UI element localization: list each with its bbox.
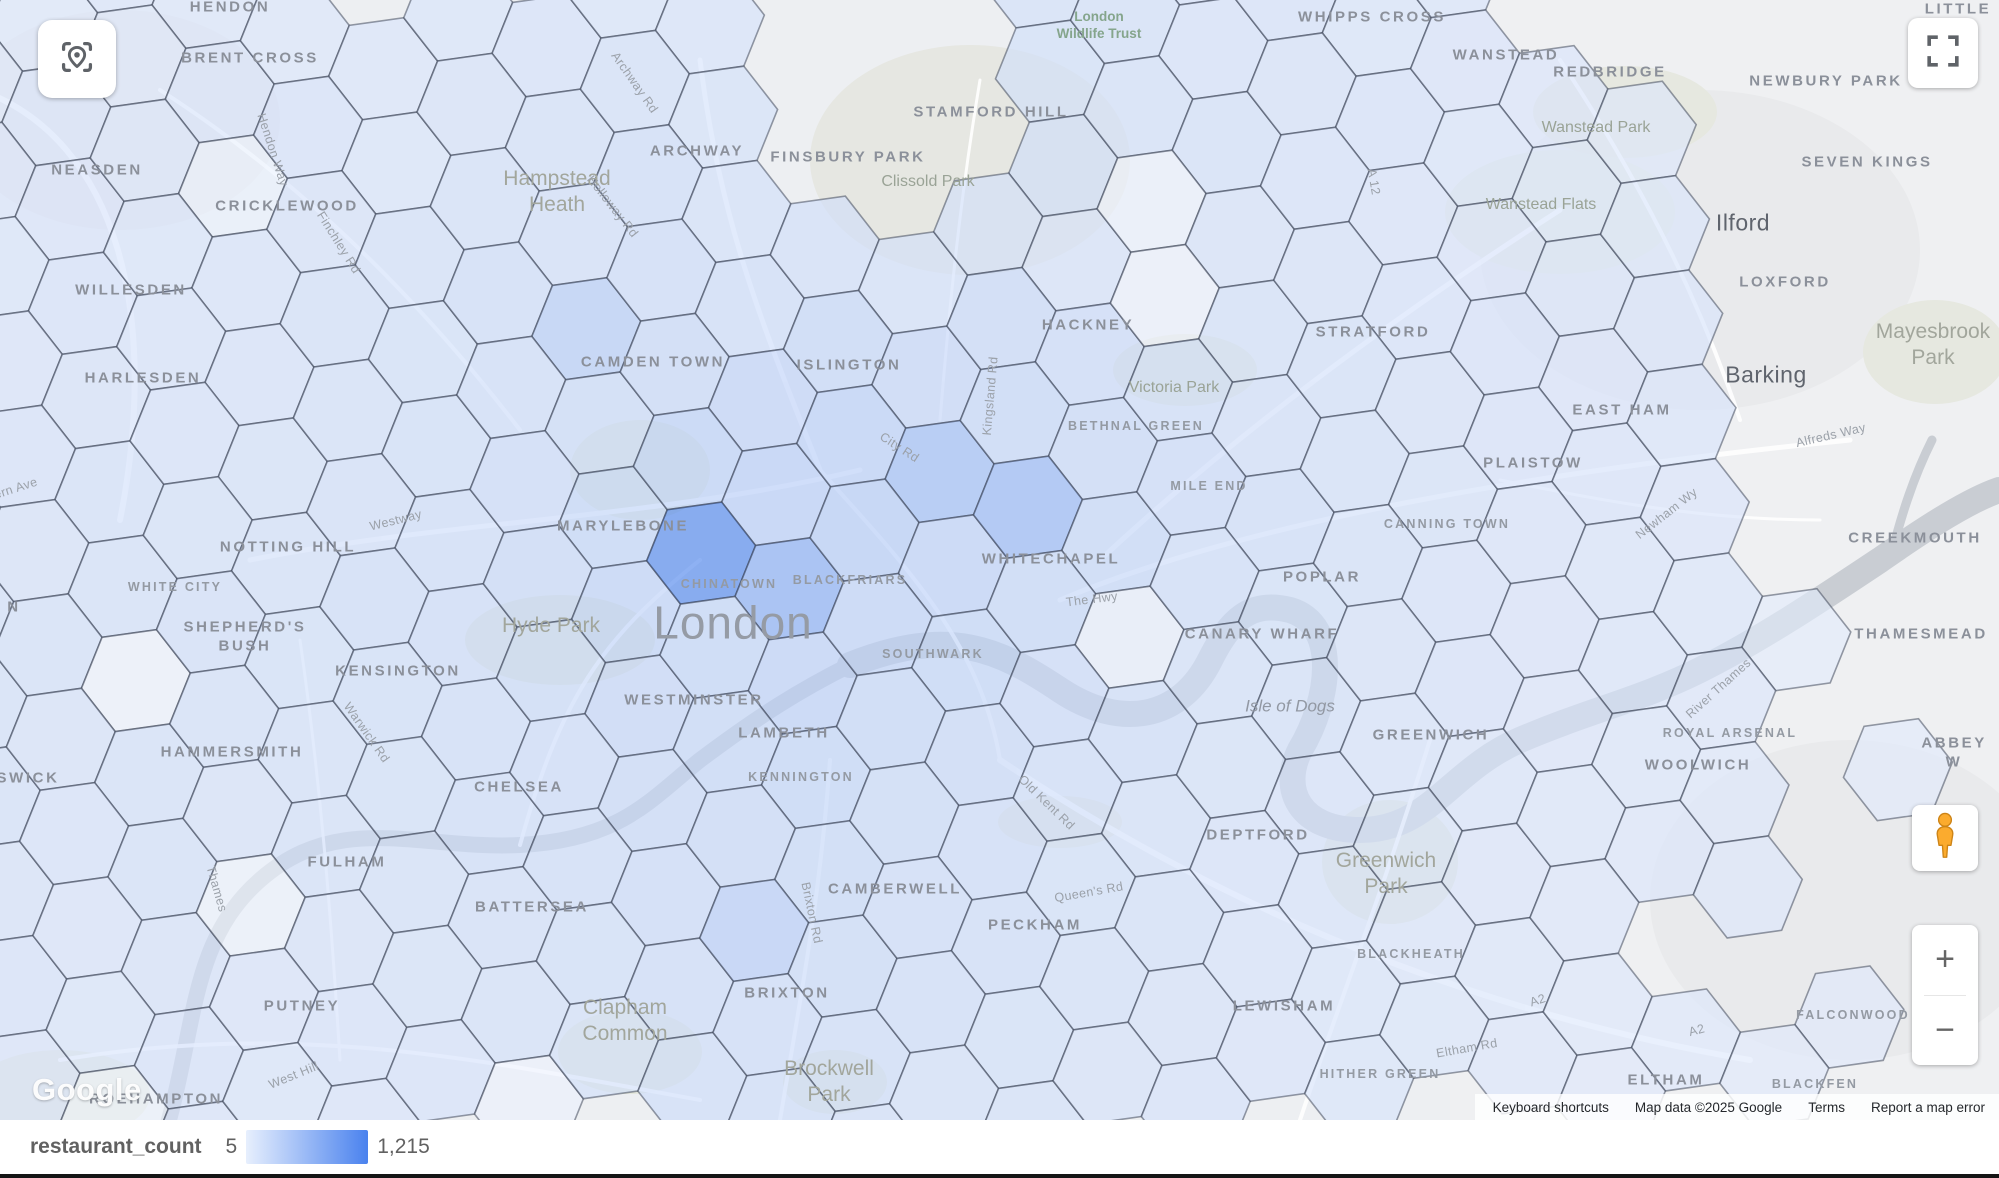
keyboard-shortcuts-button[interactable]: Keyboard shortcuts: [1492, 1099, 1609, 1115]
hex-cell[interactable]: [1687, 832, 1809, 942]
zoom-out-button[interactable]: −: [1935, 1010, 1955, 1049]
hex-cell[interactable]: [883, 1041, 1005, 1120]
legend-bar: restaurant_count 5 1,215: [0, 1120, 1999, 1174]
hex-cell[interactable]: [53, 1062, 175, 1120]
zoom-divider: [1924, 994, 1966, 996]
fullscreen-button[interactable]: [1908, 18, 1978, 88]
pegman-button[interactable]: [1912, 805, 1978, 871]
google-logo[interactable]: Google: [32, 1072, 142, 1107]
terms-link[interactable]: Terms: [1808, 1099, 1845, 1115]
hex-cell[interactable]: [720, 1064, 842, 1120]
map-canvas[interactable]: HENDON BRENT CROSS NEASDEN CRICKLEWOOD WILLE…: [0, 0, 1999, 1120]
legend-max-value: 1,215: [377, 1135, 430, 1158]
attribution-bar: Keyboard shortcuts Map data ©2025 Google…: [1474, 1094, 1999, 1120]
legend-min-value: 5: [225, 1135, 238, 1158]
legend-field-label: restaurant_count: [30, 1135, 202, 1158]
map-data-attribution: Map data ©2025 Google: [1634, 1099, 1783, 1115]
pegman-icon: [1928, 811, 1962, 866]
legend-gradient: [246, 1130, 369, 1164]
zoom-control: + −: [1912, 925, 1978, 1065]
locate-button[interactable]: [38, 20, 116, 98]
hexbin-layer: [0, 0, 1954, 1120]
report-map-error-link[interactable]: Report a map error: [1870, 1099, 1985, 1115]
fullscreen-icon: [1924, 32, 1962, 75]
hex-cell[interactable]: [216, 1039, 338, 1120]
locate-scan-icon: [54, 34, 100, 85]
zoom-in-button[interactable]: +: [1935, 940, 1955, 979]
window-bottom-border: [0, 1174, 1999, 1178]
